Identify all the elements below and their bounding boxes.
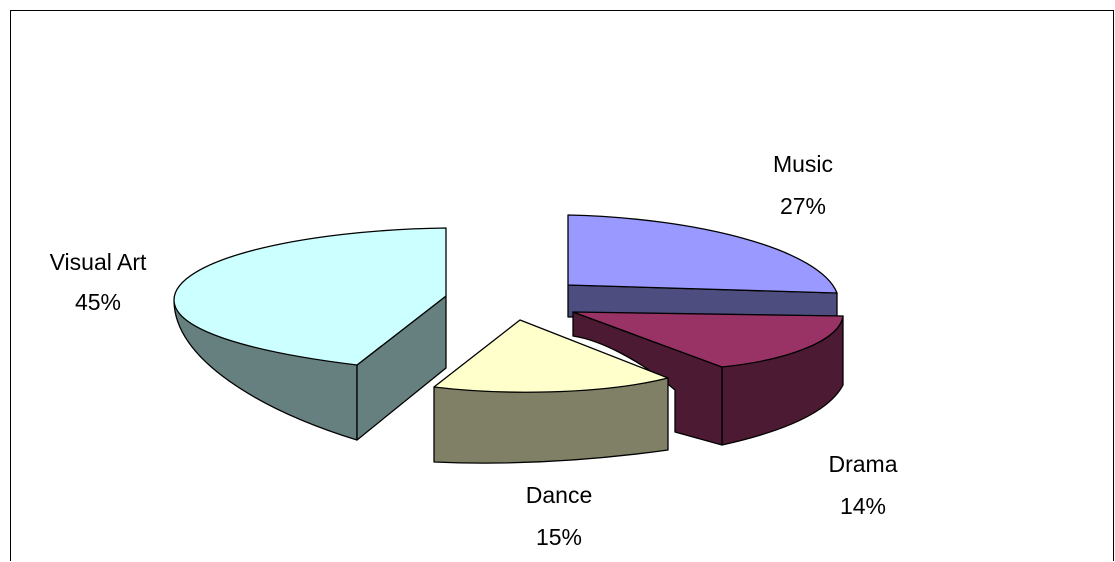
slice-music-top — [567, 214, 838, 294]
label-drama-category: Drama — [828, 451, 897, 477]
label-visual-art-percent: 45% — [75, 289, 121, 315]
slice-drama — [572, 311, 844, 446]
slice-drama-side-cut — [572, 311, 723, 446]
label-music-category: Music — [773, 151, 833, 177]
slice-dance-top — [433, 319, 669, 393]
slice-dance-side — [433, 377, 669, 464]
slice-drama-side-outer — [721, 315, 844, 446]
slice-drama-top — [572, 311, 844, 368]
slice-dance — [433, 319, 669, 464]
slice-visual-art-top — [173, 227, 447, 366]
label-dance-percent: 15% — [536, 524, 582, 550]
label-dance-category: Dance — [526, 482, 592, 508]
label-visual-art-category: Visual Art — [50, 249, 147, 275]
label-music-percent: 27% — [780, 193, 826, 219]
slice-visual-art — [173, 227, 447, 441]
slice-music — [567, 214, 838, 318]
label-drama-percent: 14% — [840, 493, 886, 519]
